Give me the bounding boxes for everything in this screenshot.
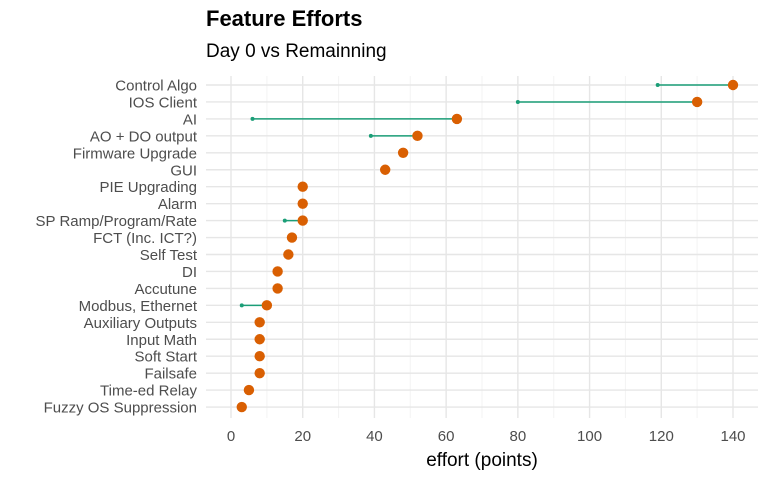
x-tick-label: 40 bbox=[366, 428, 383, 445]
y-tick-label: Modbus, Ethernet bbox=[79, 298, 198, 315]
y-tick-label: PIE Upgrading bbox=[99, 179, 197, 196]
day0-point bbox=[515, 99, 520, 104]
remaining-point bbox=[283, 249, 294, 260]
remaining-point bbox=[397, 147, 409, 158]
remaining-point bbox=[379, 164, 391, 175]
remaining-point bbox=[261, 300, 273, 311]
x-tick-label: 80 bbox=[510, 428, 527, 445]
y-tick-label: SP Ramp/Program/Rate bbox=[36, 213, 197, 230]
y-tick-label: DI bbox=[182, 264, 197, 281]
y-tick-label: Accutune bbox=[134, 281, 197, 298]
y-tick-label: IOS Client bbox=[129, 94, 198, 111]
x-tick-label: 140 bbox=[720, 428, 745, 445]
remaining-point bbox=[286, 232, 298, 243]
marks-layer bbox=[236, 79, 739, 413]
y-tick-label: Firmware Upgrade bbox=[73, 145, 197, 162]
remaining-point bbox=[727, 79, 739, 91]
day0-point bbox=[282, 218, 287, 223]
x-tick-label: 120 bbox=[649, 428, 674, 445]
x-tick-label: 0 bbox=[227, 428, 235, 445]
remaining-point bbox=[236, 401, 247, 413]
y-tick-label: Control Algo bbox=[115, 78, 197, 95]
y-tick-label: Input Math bbox=[126, 332, 197, 349]
remaining-point bbox=[254, 351, 265, 362]
remaining-point bbox=[254, 367, 265, 379]
remaining-point bbox=[451, 113, 463, 125]
grid-layer bbox=[206, 76, 758, 418]
y-tick-label: Auxiliary Outputs bbox=[84, 315, 197, 332]
remaining-point bbox=[297, 198, 308, 209]
remaining-point bbox=[272, 266, 283, 277]
remaining-point bbox=[297, 181, 308, 192]
y-tick-label: AI bbox=[183, 111, 197, 128]
x-tick-label: 20 bbox=[294, 428, 311, 445]
remaining-point bbox=[412, 130, 423, 142]
remaining-point bbox=[297, 215, 308, 226]
y-tick-label: Soft Start bbox=[134, 349, 197, 366]
x-tick-label: 60 bbox=[438, 428, 455, 445]
y-tick-label: Failsafe bbox=[144, 366, 197, 383]
remaining-point bbox=[254, 334, 265, 345]
x-tick-label: 100 bbox=[577, 428, 602, 445]
day0-point bbox=[250, 116, 255, 121]
y-tick-label: FCT (Inc. ICT?) bbox=[93, 230, 197, 247]
y-tick-label: AO + DO output bbox=[90, 128, 198, 145]
remaining-point bbox=[272, 283, 283, 294]
day0-point bbox=[655, 83, 660, 87]
y-tick-label: Time-ed Relay bbox=[100, 383, 197, 400]
day0-point bbox=[368, 133, 373, 138]
day0-point bbox=[239, 303, 244, 308]
y-tick-label: Self Test bbox=[140, 247, 198, 264]
y-tick-label: GUI bbox=[170, 162, 197, 179]
remaining-point bbox=[691, 96, 703, 108]
remaining-point bbox=[254, 317, 265, 328]
y-tick-label: Fuzzy OS Suppression bbox=[44, 400, 197, 417]
remaining-point bbox=[243, 384, 255, 396]
y-tick-label: Alarm bbox=[158, 196, 197, 213]
chart-subtitle: Day 0 vs Remainning bbox=[206, 41, 387, 62]
x-axis-label: effort (points) bbox=[426, 450, 538, 471]
chart-title: Feature Efforts bbox=[206, 6, 363, 31]
